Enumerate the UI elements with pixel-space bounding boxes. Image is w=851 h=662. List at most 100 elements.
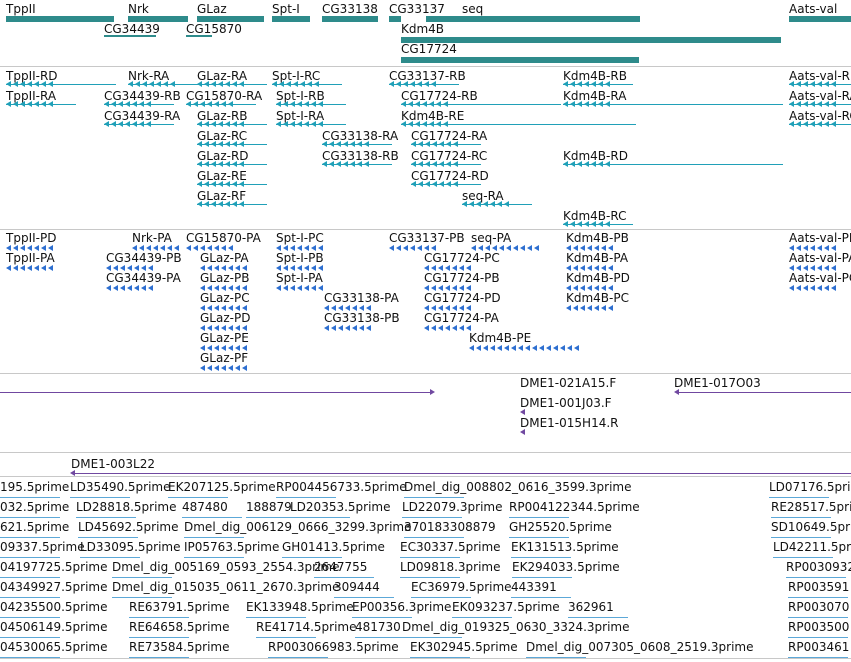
gene-feature[interactable] — [426, 16, 640, 22]
transcript-label[interactable]: Kdm4B-RA — [563, 89, 627, 103]
gene-label[interactable]: CG34439 — [104, 22, 160, 36]
clone-label[interactable]: DME1-017O03 — [674, 376, 761, 390]
est-feature[interactable] — [509, 537, 569, 538]
est-label[interactable]: RE41714.5prime — [256, 620, 357, 634]
est-feature[interactable] — [773, 557, 833, 558]
gene-label[interactable]: seq — [462, 2, 484, 16]
est-label[interactable]: LD45692.5prime — [78, 520, 179, 534]
est-feature[interactable] — [184, 557, 244, 558]
est-label[interactable]: RP003461 — [788, 640, 850, 654]
transcript-label[interactable]: CG17724-RB — [401, 89, 478, 103]
est-label[interactable]: EK207125.5prime — [168, 480, 276, 494]
protein-label[interactable]: CG15870-PA — [186, 231, 261, 245]
est-label[interactable]: RP003591 — [788, 580, 850, 594]
est-label[interactable]: RP004122344.5prime — [509, 500, 640, 514]
protein-label[interactable]: CG17724-PA — [424, 311, 499, 325]
est-feature[interactable] — [0, 577, 60, 578]
est-label[interactable]: 032.5prime — [0, 500, 70, 514]
protein-label[interactable]: Kdm4B-PE — [469, 331, 532, 345]
est-feature[interactable] — [404, 537, 464, 538]
est-feature[interactable] — [168, 497, 228, 498]
est-feature[interactable] — [511, 557, 571, 558]
gene-feature[interactable] — [322, 16, 378, 22]
est-feature[interactable] — [0, 557, 60, 558]
est-feature[interactable] — [410, 657, 470, 658]
est-label[interactable]: 309444 — [334, 580, 380, 594]
clone-label[interactable]: DME1-001J03.F — [520, 396, 612, 410]
transcript-label[interactable]: CG33138-RB — [322, 149, 399, 163]
est-feature[interactable] — [509, 517, 569, 518]
est-feature[interactable] — [402, 517, 462, 518]
protein-label[interactable]: CG17724-PB — [424, 271, 500, 285]
est-label[interactable]: 04506149.5prime — [0, 620, 108, 634]
protein-label[interactable]: Spt-I-PA — [276, 271, 323, 285]
clone-label[interactable]: DME1-015H14.R — [520, 416, 619, 430]
transcript-label[interactable]: GLaz-RC — [197, 129, 248, 143]
gene-label[interactable]: CG15870 — [186, 22, 242, 36]
est-feature[interactable] — [182, 517, 242, 518]
est-label[interactable]: 362961 — [568, 600, 614, 614]
est-label[interactable]: 481730 — [355, 620, 401, 634]
transcript-label[interactable]: Spt-I-RA — [276, 109, 325, 123]
clone-feature[interactable] — [0, 392, 432, 393]
transcript-feature[interactable] — [401, 124, 636, 125]
est-label[interactable]: RP004456733.5prime — [276, 480, 407, 494]
est-feature[interactable] — [314, 577, 374, 578]
est-label[interactable]: EC36979.5prime — [411, 580, 512, 594]
est-feature[interactable] — [0, 657, 60, 658]
gene-label[interactable]: CG33138 — [322, 2, 378, 16]
est-feature[interactable] — [0, 617, 60, 618]
gene-feature[interactable] — [389, 16, 401, 22]
gene-label[interactable]: GLaz — [197, 2, 227, 16]
protein-label[interactable]: GLaz-PE — [200, 331, 249, 345]
est-feature[interactable] — [355, 637, 415, 638]
est-label[interactable]: 04349927.5prime — [0, 580, 108, 594]
transcript-label[interactable]: CG33137-RB — [389, 69, 466, 83]
protein-label[interactable]: Spt-I-PB — [276, 251, 324, 265]
est-label[interactable]: RE63791.5prime — [129, 600, 230, 614]
est-label[interactable]: LD33095.5prime — [80, 540, 181, 554]
est-label[interactable]: LD42211.5prime — [773, 540, 851, 554]
gene-feature[interactable] — [401, 37, 781, 43]
est-feature[interactable] — [788, 657, 848, 658]
est-label[interactable]: EP00356.3prime — [352, 600, 452, 614]
est-feature[interactable] — [129, 637, 189, 638]
protein-label[interactable]: TppII-PA — [6, 251, 55, 265]
est-feature[interactable] — [404, 497, 464, 498]
gene-label[interactable]: Aats-val — [789, 2, 838, 16]
est-label[interactable]: 487480 — [182, 500, 228, 514]
est-label[interactable]: 370183308879 — [404, 520, 496, 534]
transcript-label[interactable]: GLaz-RE — [197, 169, 247, 183]
est-label[interactable]: RE64658.5prime — [129, 620, 230, 634]
protein-label[interactable]: CG33138-PA — [324, 291, 399, 305]
transcript-label[interactable]: Kdm4B-RB — [563, 69, 627, 83]
protein-label[interactable]: CG17724-PC — [424, 251, 500, 265]
protein-label[interactable]: TppII-PD — [6, 231, 57, 245]
protein-label[interactable]: Kdm4B-PC — [566, 291, 629, 305]
est-feature[interactable] — [511, 597, 571, 598]
transcript-label[interactable]: Aats-val-RC — [789, 109, 851, 123]
est-label[interactable]: EK133948.5prime — [246, 600, 354, 614]
est-label[interactable]: 188879 — [246, 500, 292, 514]
gene-feature[interactable] — [197, 16, 264, 22]
transcript-label[interactable]: Spt-I-RB — [276, 89, 325, 103]
est-feature[interactable] — [771, 537, 831, 538]
transcript-label[interactable]: GLaz-RF — [197, 189, 247, 203]
protein-label[interactable]: GLaz-PF — [200, 351, 249, 365]
transcript-label[interactable]: Kdm4B-RD — [563, 149, 628, 163]
transcript-feature[interactable] — [6, 84, 116, 85]
clone-label[interactable]: DME1-003L22 — [71, 457, 155, 471]
est-label[interactable]: EK093237.5prime — [452, 600, 560, 614]
protein-label[interactable]: Aats-val-PC — [789, 271, 851, 285]
est-label[interactable]: RP003500 — [788, 620, 850, 634]
transcript-label[interactable]: CG17724-RA — [411, 129, 488, 143]
transcript-label[interactable]: CG33138-RA — [322, 129, 399, 143]
est-feature[interactable] — [334, 597, 394, 598]
est-feature[interactable] — [400, 557, 460, 558]
est-label[interactable]: Dmel_dig_006129_0666_3299.3prime — [184, 520, 412, 534]
est-label[interactable]: RE73584.5prime — [129, 640, 230, 654]
est-feature[interactable] — [786, 577, 846, 578]
transcript-label[interactable]: Nrk-RA — [128, 69, 170, 83]
gene-feature[interactable] — [104, 35, 156, 37]
est-feature[interactable] — [129, 617, 189, 618]
